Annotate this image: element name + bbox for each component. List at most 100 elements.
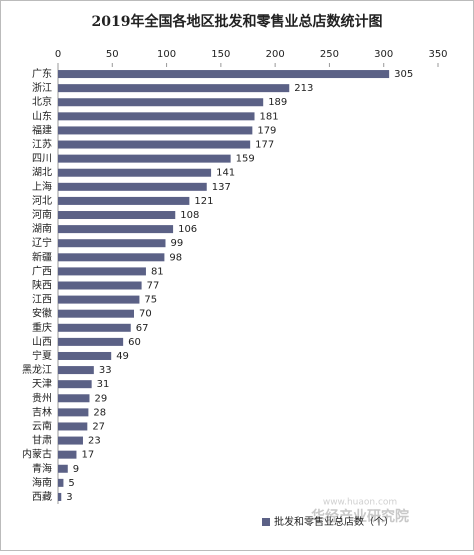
value-label: 17 bbox=[81, 450, 94, 461]
y-tick-label: 广西 bbox=[32, 265, 52, 277]
bar bbox=[58, 436, 83, 445]
value-label: 5 bbox=[68, 478, 74, 489]
bar bbox=[58, 408, 89, 417]
value-label: 98 bbox=[169, 252, 182, 263]
value-label: 99 bbox=[170, 238, 183, 249]
bar bbox=[58, 351, 112, 360]
y-tick-label: 安徽 bbox=[32, 307, 52, 320]
value-label: 28 bbox=[93, 407, 106, 418]
bar bbox=[58, 366, 94, 375]
bar bbox=[58, 323, 131, 332]
value-label: 177 bbox=[255, 140, 274, 151]
y-tick-label: 西藏 bbox=[32, 491, 52, 503]
value-label: 179 bbox=[257, 125, 276, 136]
value-label: 181 bbox=[260, 111, 279, 122]
chart-title: 2019年全国各地区批发和零售业总店数统计图 bbox=[92, 13, 383, 30]
y-tick-label: 青海 bbox=[32, 462, 52, 475]
value-label: 67 bbox=[136, 323, 149, 334]
bar bbox=[58, 478, 64, 487]
bar bbox=[58, 225, 174, 234]
bar bbox=[58, 337, 124, 346]
value-label: 159 bbox=[236, 154, 255, 165]
value-label: 189 bbox=[268, 97, 287, 108]
value-label: 31 bbox=[97, 379, 110, 390]
bar bbox=[58, 126, 253, 135]
bar bbox=[58, 267, 146, 276]
bar bbox=[58, 295, 140, 304]
bar bbox=[58, 253, 165, 262]
x-tick-label: 250 bbox=[320, 49, 339, 60]
y-tick-label: 黑龙江 bbox=[22, 363, 52, 376]
bar bbox=[58, 450, 77, 459]
y-tick-label: 福建 bbox=[32, 123, 52, 136]
y-tick-label: 江西 bbox=[32, 294, 52, 306]
legend-label: 批发和零售业总店数（个） bbox=[274, 515, 394, 528]
y-tick-label: 山东 bbox=[32, 109, 52, 122]
bar bbox=[58, 422, 88, 431]
bar bbox=[58, 140, 251, 149]
value-label: 81 bbox=[151, 266, 164, 277]
y-tick-label: 贵州 bbox=[32, 391, 52, 404]
bar bbox=[58, 154, 231, 163]
y-tick-label: 四川 bbox=[32, 154, 52, 165]
bar bbox=[58, 70, 390, 79]
y-tick-label: 陕西 bbox=[32, 279, 52, 292]
y-tick-label: 天津 bbox=[32, 378, 52, 390]
bar bbox=[58, 464, 68, 473]
value-label: 141 bbox=[216, 168, 235, 179]
value-label: 23 bbox=[88, 436, 101, 447]
y-tick-label: 山西 bbox=[32, 336, 52, 348]
value-label: 27 bbox=[92, 421, 105, 432]
y-tick-label: 湖北 bbox=[32, 167, 52, 179]
y-tick-label: 内蒙古 bbox=[22, 448, 52, 461]
value-label: 305 bbox=[394, 69, 413, 80]
bar bbox=[58, 492, 62, 501]
bar bbox=[58, 239, 166, 248]
value-label: 9 bbox=[73, 464, 79, 475]
y-tick-label: 广东 bbox=[32, 67, 52, 80]
y-tick-label: 湖南 bbox=[32, 222, 52, 235]
value-label: 75 bbox=[144, 295, 157, 306]
x-tick-label: 50 bbox=[106, 49, 119, 60]
y-tick-label: 吉林 bbox=[32, 405, 52, 418]
value-label: 33 bbox=[99, 365, 112, 376]
value-label: 137 bbox=[212, 182, 231, 193]
y-tick-label: 河南 bbox=[32, 208, 52, 221]
bar bbox=[58, 394, 90, 403]
value-label: 108 bbox=[180, 210, 199, 221]
y-tick-label: 北京 bbox=[32, 95, 52, 108]
value-label: 49 bbox=[116, 351, 129, 362]
y-tick-label: 海南 bbox=[32, 476, 52, 489]
y-tick-label: 上海 bbox=[32, 180, 52, 193]
x-tick-label: 100 bbox=[157, 49, 176, 60]
bar bbox=[58, 182, 207, 191]
bar bbox=[58, 84, 290, 93]
y-tick-label: 甘肃 bbox=[32, 434, 52, 447]
watermark: 华经产业研究院 bbox=[311, 508, 409, 525]
value-label: 106 bbox=[178, 224, 197, 235]
value-label: 77 bbox=[147, 281, 160, 292]
y-tick-label: 云南 bbox=[32, 419, 52, 432]
value-label: 70 bbox=[139, 309, 152, 320]
value-label: 60 bbox=[128, 337, 141, 348]
bar bbox=[58, 281, 142, 290]
x-tick-label: 300 bbox=[374, 49, 393, 60]
value-label: 213 bbox=[294, 83, 313, 94]
bar bbox=[58, 168, 212, 177]
y-tick-label: 河北 bbox=[32, 195, 52, 207]
y-tick-label: 宁夏 bbox=[32, 349, 52, 362]
watermark-url: www.huaon.com bbox=[323, 498, 397, 508]
bar bbox=[58, 98, 264, 107]
y-tick-label: 江苏 bbox=[32, 138, 52, 151]
bar bbox=[58, 196, 190, 205]
x-tick-label: 150 bbox=[211, 49, 230, 60]
legend-marker bbox=[262, 518, 270, 526]
y-tick-label: 辽宁 bbox=[32, 236, 52, 249]
bar bbox=[58, 112, 255, 121]
bar bbox=[58, 211, 176, 220]
y-tick-label: 浙江 bbox=[32, 82, 52, 94]
bar bbox=[58, 309, 134, 318]
bar bbox=[58, 380, 92, 389]
